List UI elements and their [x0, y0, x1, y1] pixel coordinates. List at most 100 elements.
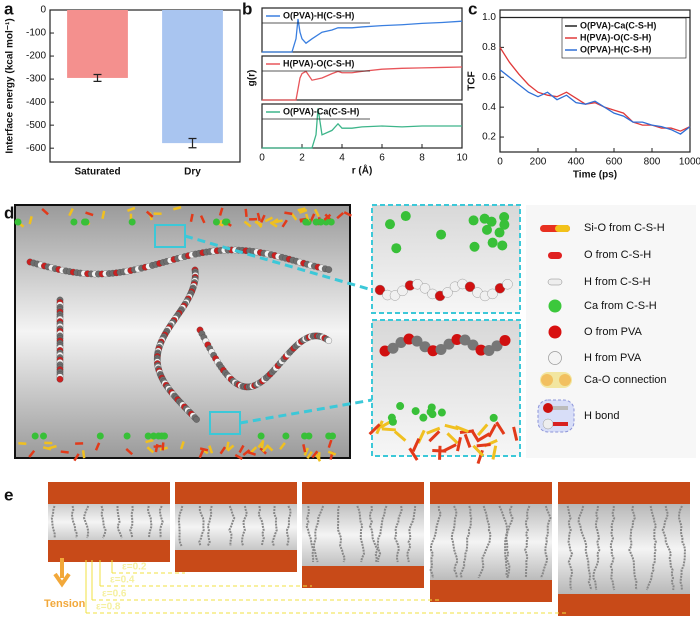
bar: [67, 10, 128, 78]
series-line: [262, 18, 463, 53]
decoration: [101, 210, 106, 219]
zoom-link: [184, 234, 373, 292]
decoration: [247, 451, 257, 456]
decoration: [327, 439, 333, 448]
decoration: [391, 243, 402, 254]
legend-label: O(PVA)-H(C-S-H): [580, 44, 651, 54]
decoration: [442, 443, 457, 453]
slab: [48, 482, 170, 504]
decoration: [313, 208, 320, 218]
decoration: [385, 219, 396, 230]
legend-label: O(PVA)-Ca(C-S-H): [283, 106, 359, 116]
panel-label: c: [468, 0, 477, 18]
tension-arrow: [53, 558, 71, 588]
decoration: [491, 340, 503, 352]
legend-label: O from PVA: [584, 326, 643, 338]
decoration: [497, 240, 508, 251]
decoration: [28, 215, 33, 225]
polymer-chain: [577, 505, 593, 591]
decoration: [302, 218, 310, 226]
legend-label: H(PVA)-O(C-S-H): [283, 58, 354, 68]
decoration: [126, 206, 136, 212]
decoration: [311, 450, 319, 459]
strain-label: ε=0.8: [96, 602, 121, 613]
slab: [302, 566, 424, 588]
polymer-chain: [498, 505, 509, 579]
decoration: [487, 423, 497, 438]
slab: [430, 482, 552, 504]
decoration: [428, 430, 441, 443]
x-tick-label: 0: [497, 157, 503, 168]
polymer-chain: [336, 505, 346, 563]
decoration: [123, 432, 131, 440]
decoration: [343, 211, 352, 217]
polymer-chain: [450, 505, 459, 579]
decoration: [173, 206, 182, 211]
decoration: [396, 402, 405, 411]
decoration: [81, 450, 86, 459]
tension-label: Tension: [44, 598, 86, 610]
plot-frame: [261, 7, 463, 53]
error-bar: [188, 137, 197, 149]
decoration: [256, 212, 261, 222]
polymer-chain: [368, 505, 379, 563]
decoration: [128, 218, 136, 226]
polymer-chain: [477, 505, 492, 579]
x-tick-label: 0: [259, 153, 265, 164]
decoration: [491, 445, 498, 460]
x-axis-label: r (Å): [352, 164, 373, 177]
y-tick-label: 0: [40, 5, 46, 16]
panel-label: d: [4, 203, 14, 222]
polymer-chain: [312, 505, 325, 563]
legend-label: Si-O from C-S-H: [584, 222, 665, 234]
decoration: [472, 444, 485, 457]
decoration: [221, 218, 229, 226]
y-tick-label: -200: [26, 51, 46, 62]
decoration: [198, 449, 205, 459]
decoration: [290, 212, 298, 221]
decoration: [226, 444, 235, 452]
decoration: [400, 211, 411, 222]
decoration: [451, 334, 463, 346]
decoration: [443, 338, 455, 350]
decoration: [257, 432, 265, 440]
decoration: [161, 442, 165, 451]
decoration: [301, 432, 309, 440]
decoration: [419, 283, 431, 294]
polymer-chain: [406, 505, 417, 563]
series-line: [499, 47, 691, 132]
polymer-chain: [376, 505, 388, 563]
bar: [162, 10, 223, 144]
decoration: [456, 437, 462, 452]
decoration: [94, 442, 101, 451]
decoration: [314, 453, 322, 462]
decoration: [153, 444, 162, 448]
x-tick-label: 200: [530, 157, 547, 168]
plot-frame: [49, 9, 241, 163]
strain-label: ε=0.2: [122, 562, 147, 573]
decoration: [476, 423, 489, 437]
decoration: [327, 218, 335, 226]
decoration: [212, 218, 220, 226]
legend-label: H from PVA: [584, 352, 642, 364]
x-tick-label: 1000: [679, 157, 700, 168]
decoration: [44, 441, 53, 445]
legend-label: O(PVA)-Ca(C-S-H): [580, 20, 656, 30]
decoration: [389, 290, 401, 301]
polymer-chain: [158, 505, 164, 539]
legend-label: Ca from C-S-H: [584, 300, 657, 312]
decoration: [199, 447, 209, 452]
y-axis-label: g(r): [247, 70, 258, 87]
decoration: [73, 453, 80, 462]
legend-label: O from C-S-H: [584, 249, 651, 261]
x-tick-label: Saturated: [74, 167, 120, 178]
decoration: [388, 417, 397, 426]
decoration: [302, 444, 307, 453]
decoration: [437, 408, 446, 417]
strain-label: ε=0.4: [110, 575, 135, 586]
decoration: [82, 218, 90, 226]
decoration: [18, 441, 27, 446]
decoration: [274, 219, 283, 224]
legend-icons: [537, 225, 575, 433]
decoration: [323, 213, 332, 221]
